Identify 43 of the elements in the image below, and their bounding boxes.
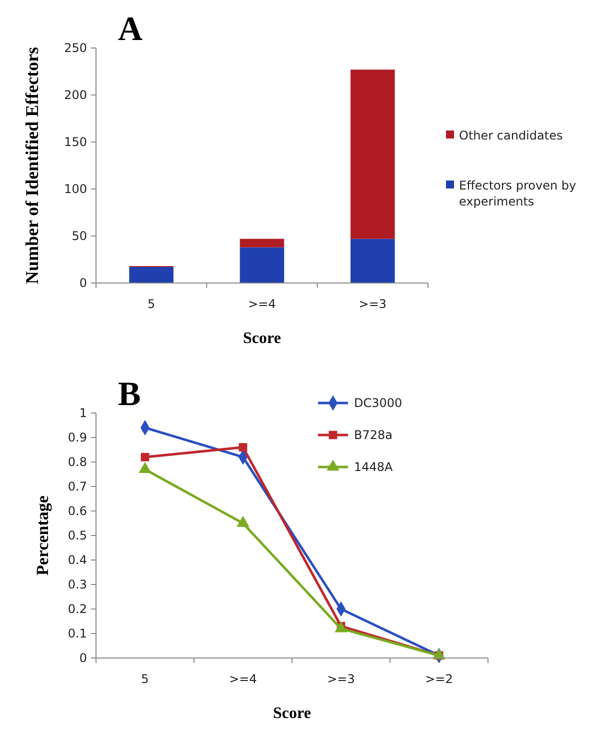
- y-tick-label: 0.6: [68, 504, 87, 518]
- x-axis-title: Score: [243, 330, 281, 347]
- x-tick-label: >=3: [358, 297, 387, 311]
- y-tick-label: 50: [72, 229, 87, 243]
- point: [140, 452, 150, 462]
- legend-label: 1448A: [354, 460, 394, 474]
- y-tick-label: 0: [79, 276, 87, 290]
- y-tick-label: 250: [64, 41, 87, 55]
- y-axis-title: Number of Identified Effectors: [22, 46, 42, 284]
- x-tick-label: 5: [141, 672, 149, 686]
- y-tick-label: 0.8: [68, 455, 87, 469]
- y-tick-label: 0.1: [68, 626, 87, 640]
- chart-title: B: [118, 376, 141, 413]
- y-tick-label: 0.4: [68, 553, 87, 567]
- legend-label: Other candidates: [459, 128, 563, 142]
- point: [138, 462, 152, 474]
- y-tick-label: 0.3: [68, 578, 87, 592]
- bar: [240, 238, 284, 248]
- bar: [350, 70, 395, 239]
- legend-label: DC3000: [354, 396, 402, 410]
- y-tick-label: 0.5: [68, 528, 87, 542]
- x-tick-label: >=3: [327, 672, 355, 686]
- legend-label: B728a: [354, 428, 392, 442]
- y-tick-label: 0: [79, 651, 87, 665]
- bar: [129, 267, 174, 283]
- x-axis-title: Score: [273, 705, 311, 722]
- point: [238, 443, 248, 452]
- y-tick-label: 200: [64, 88, 87, 102]
- y-tick-label: 0.2: [68, 602, 87, 616]
- x-tick-label: >=2: [425, 672, 453, 686]
- chart-title: A: [118, 11, 143, 48]
- x-tick-label: >=4: [229, 672, 257, 686]
- y-tick-label: 150: [64, 135, 87, 149]
- y-tick-label: 100: [64, 182, 87, 196]
- y-tick-label: 0.9: [68, 430, 87, 444]
- y-tick-label: 1: [79, 406, 87, 420]
- x-tick-label: >=4: [248, 297, 276, 311]
- legend-label: Effectors proven by experiments: [459, 178, 576, 208]
- x-tick-label: 5: [148, 297, 156, 311]
- y-axis-title: Percentage: [33, 495, 52, 576]
- bar: [240, 247, 284, 283]
- bar: [350, 238, 395, 283]
- y-tick-label: 0.7: [68, 480, 87, 494]
